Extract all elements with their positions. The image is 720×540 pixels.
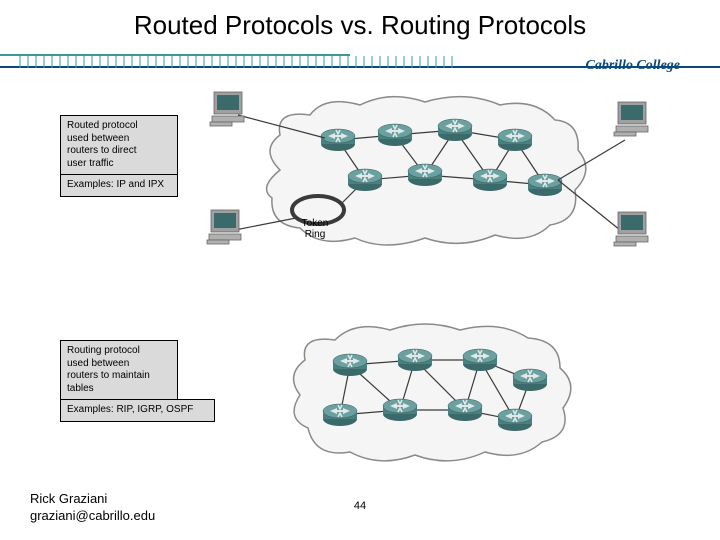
branding-text: Cabrillo College [586, 58, 681, 74]
page-title: Routed Protocols vs. Routing Protocols [0, 0, 720, 41]
footer-email-text: graziani@cabrillo.edu [30, 508, 155, 523]
footer-name-text: Rick Graziani [30, 491, 107, 506]
page-number: 44 [354, 500, 366, 512]
footer-author: Rick Graziani graziani@cabrillo.edu [30, 491, 155, 525]
routed-examples-box: Examples: IP and IPX [60, 174, 178, 197]
routed-protocol-box: Routed protocol used between routers to … [60, 115, 178, 175]
routing-protocol-box: Routing protocol used between routers to… [60, 340, 178, 400]
token-ring-label: Token Ring [300, 218, 330, 240]
top-network-diagram [200, 80, 660, 300]
bottom-network-diagram [260, 310, 590, 480]
routing-examples-box: Examples: RIP, IGRP, OSPF [60, 399, 215, 422]
